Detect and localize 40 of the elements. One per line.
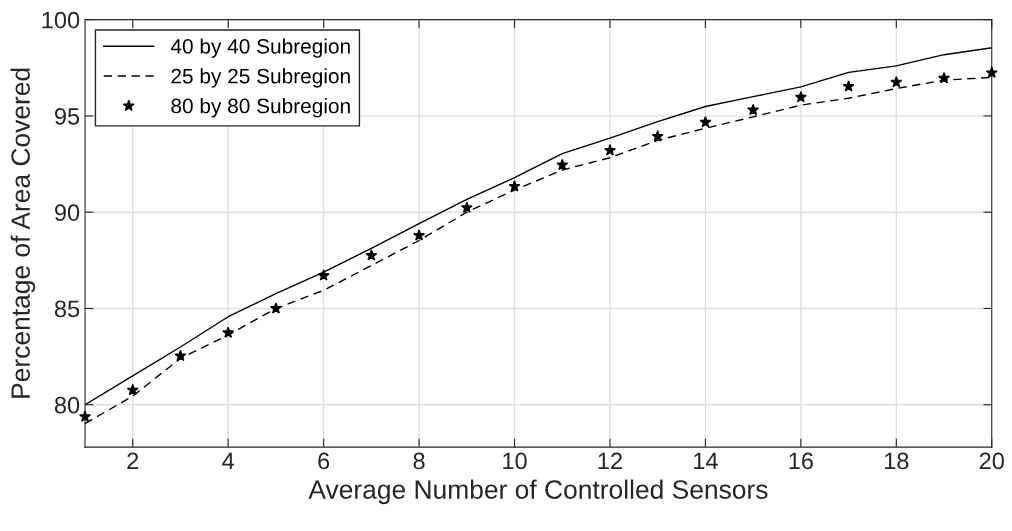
point [174,349,187,362]
y-axis-title: Percentage of Area Covered [10,68,36,398]
x-tick-label: 14 [694,452,718,470]
point [556,158,569,171]
x-axis-title: Average Number of Controlled Sensors [308,479,768,505]
point [317,269,330,281]
x-tick-label: 4 [222,452,235,470]
y-tick-label: 80 [54,396,80,414]
y-tick-label: 95 [54,107,80,125]
point [222,326,235,338]
x-tick-label: 10 [503,452,527,470]
x-tick-label: 8 [413,452,425,470]
point [365,249,378,261]
legend-label: 80 by 80 Subregion [171,98,350,118]
point [651,130,664,142]
x-tick-label: 6 [318,452,330,470]
point [269,302,282,314]
y-tick-label: 100 [42,11,80,29]
point [460,201,473,213]
point [794,90,807,103]
point [747,103,760,116]
legend-label: 25 by 25 Subregion [171,68,350,88]
x-tick-label: 18 [884,452,909,470]
legend-label: 40 by 40 Subregion [170,38,350,58]
point [508,180,521,192]
point [938,71,951,84]
point [79,410,91,422]
point [413,229,426,241]
point [126,383,139,396]
x-tick-label: 20 [979,452,1004,470]
y-tick-label: 85 [54,300,80,318]
point [842,80,855,92]
point [699,116,712,128]
point [985,66,998,78]
y-tick-label: 90 [54,204,80,221]
x-tick-label: 12 [598,452,622,470]
x-tick-label: 2 [127,452,139,470]
point [603,144,616,156]
point [890,75,903,88]
x-tick-label: 16 [789,452,813,470]
